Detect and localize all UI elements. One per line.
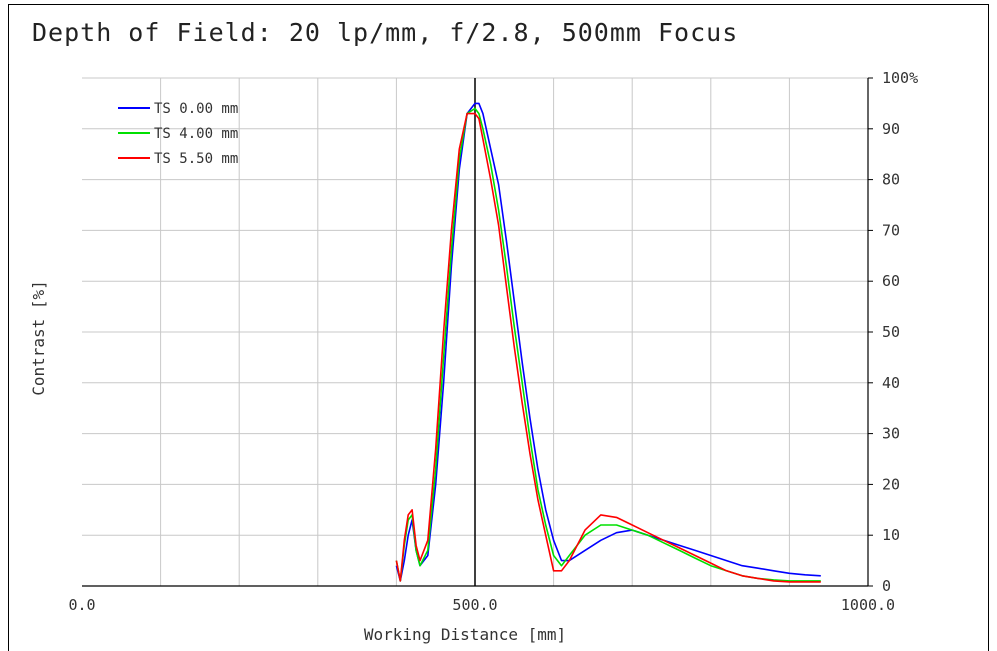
y-tick-label: 20: [882, 475, 900, 493]
y-tick-label: 90: [882, 120, 900, 138]
y-tick-label: 80: [882, 171, 900, 189]
legend-label: TS 0.00 mm: [154, 101, 238, 117]
y-tick-label: 70: [882, 221, 900, 239]
y-axis-label: Contrast [%]: [29, 280, 48, 396]
chart-title: Depth of Field: 20 lp/mm, f/2.8, 500mm F…: [32, 18, 739, 47]
x-tick-label: 1000.0: [841, 596, 895, 614]
series-line: [395, 102, 821, 582]
series-line: [395, 107, 821, 582]
legend-label: TS 5.50 mm: [154, 151, 238, 167]
y-tick-label: 60: [882, 272, 900, 290]
x-tick-label: 0.0: [68, 596, 95, 614]
y-tick-label: 50: [882, 323, 900, 341]
y-tick-label: 40: [882, 374, 900, 392]
y-tick-label: 100%: [882, 69, 918, 87]
y-tick-label: 10: [882, 526, 900, 544]
series-group: [395, 102, 821, 583]
legend: TS 0.00 mm TS 4.00 mm TS 5.50 mm: [118, 101, 238, 167]
legend-label: TS 4.00 mm: [154, 126, 238, 142]
chart-frame: [8, 4, 989, 651]
y-tick-label: 30: [882, 425, 900, 443]
series-line: [395, 112, 821, 583]
grid-lines: [82, 77, 869, 587]
y-tick-label: 0: [882, 577, 891, 595]
x-tick-label: 500.0: [452, 596, 497, 614]
tick-labels: 0.0 500.0 1000.00 10 20 30 40 50 60 70 80 90 100%: [68, 69, 918, 614]
x-axis-label: Working Distance [mm]: [364, 625, 566, 644]
